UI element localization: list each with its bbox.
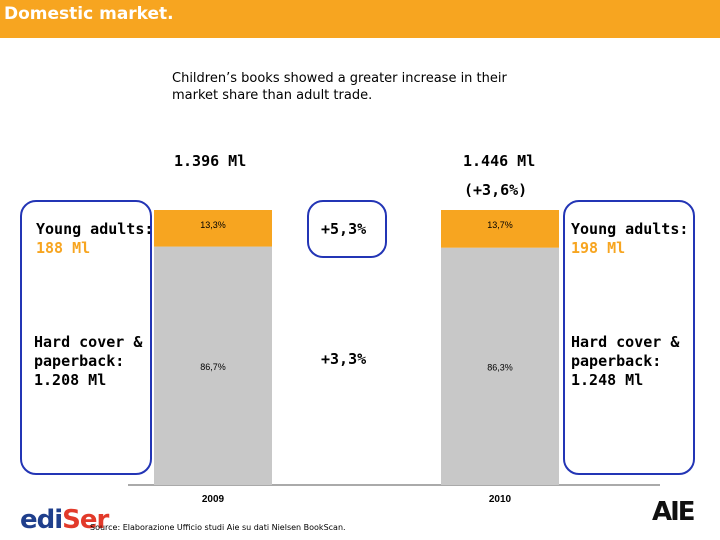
right-young-label: Young adults: xyxy=(571,220,689,238)
bar-2010-segment-1 xyxy=(441,210,559,248)
x-tick-label-2009: 2009 xyxy=(202,494,225,505)
right-hard-annotation: Hard cover & paperback: 1.248 Ml xyxy=(571,333,693,390)
ediser-logo: ediSer xyxy=(20,505,109,535)
growth-hard: +3,3% xyxy=(321,350,367,368)
subtitle: Children’s books showed a greater increa… xyxy=(172,71,507,103)
right-young-value: 198 Ml xyxy=(571,239,626,257)
left-hard-annotation: Hard cover & paperback: 1.208 Ml xyxy=(34,333,154,390)
left-young-value: 188 Ml xyxy=(36,239,91,257)
right-hard-value: 1.248 Ml xyxy=(571,371,644,389)
data-label-2010-1: 13,7% xyxy=(487,220,513,230)
right-hard-label: Hard cover & paperback: xyxy=(571,333,680,370)
total-2009: 1.396 Ml xyxy=(174,152,247,170)
left-annotation-box xyxy=(20,200,152,475)
header-bar xyxy=(0,0,720,38)
bar-2010-segment-0 xyxy=(441,247,559,485)
data-label-2010-0: 86,3% xyxy=(487,362,513,372)
x-tick-label-2010: 2010 xyxy=(489,494,512,505)
source-note: Source: Elaborazione Ufficio studi Aie s… xyxy=(90,523,346,532)
page-title: Domestic market. xyxy=(4,4,174,24)
left-young-annotation: Young adults: 188 Ml xyxy=(36,220,154,258)
right-annotation-box xyxy=(563,200,695,475)
data-label-2009-1: 13,3% xyxy=(200,220,226,230)
bar-2009-segment-0 xyxy=(154,246,272,485)
left-hard-value: 1.208 Ml xyxy=(34,371,107,389)
left-hard-label: Hard cover & paperback: xyxy=(34,333,143,370)
growth-highlight-box xyxy=(307,200,387,258)
bar-2009-segment-1 xyxy=(154,210,272,247)
right-young-annotation: Young adults: 198 Ml xyxy=(571,220,689,258)
total-2010: 1.446 Ml xyxy=(463,152,536,170)
total-growth: (+3,6%) xyxy=(464,181,528,199)
aie-logo: AIE xyxy=(652,497,696,527)
growth-young: +5,3% xyxy=(321,220,367,238)
left-young-label: Young adults: xyxy=(36,220,154,238)
data-label-2009-0: 86,7% xyxy=(200,362,226,372)
